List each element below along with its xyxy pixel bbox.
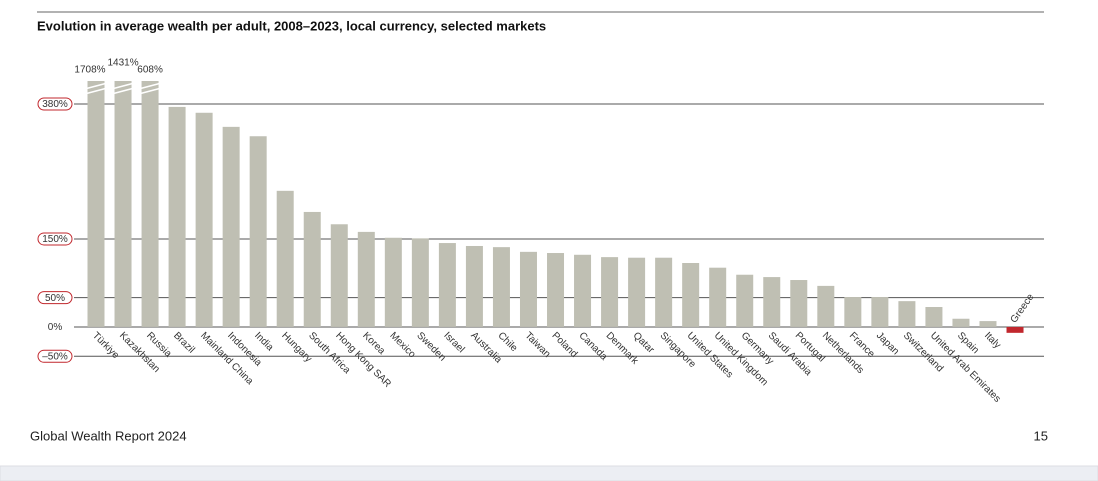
chart-title: Evolution in average wealth per adult, 2…: [37, 18, 546, 33]
bar: [952, 318, 970, 327]
axis-break: [140, 87, 160, 95]
y-tick-label: 0%: [48, 322, 63, 333]
bar: [628, 257, 646, 327]
bar: [249, 136, 267, 327]
page-number: 15: [1034, 428, 1048, 443]
data-label: 608%: [137, 65, 163, 76]
bar: [141, 81, 159, 327]
data-label: 1431%: [107, 58, 138, 69]
bar: [168, 106, 186, 327]
axis-break: [86, 82, 106, 90]
bar: [303, 211, 321, 327]
axis-break: [113, 87, 133, 95]
bar: [276, 190, 294, 327]
bar: [195, 112, 213, 327]
x-tick-label: India: [252, 330, 275, 353]
bar: [925, 307, 943, 327]
bar: [601, 257, 619, 327]
bar: [1006, 326, 1024, 333]
tick-label-box: [37, 349, 73, 363]
x-tick-label: Greece: [1009, 292, 1037, 326]
y-tick-label: 50%: [45, 293, 65, 304]
bar: [871, 297, 889, 327]
bar: [655, 257, 673, 327]
bottom-band: [0, 465, 1098, 481]
bar: [547, 253, 565, 327]
y-tick-label: 380%: [42, 99, 68, 110]
x-tick-label: Canada: [577, 330, 610, 363]
bar: [763, 277, 781, 327]
x-tick-label: Taiwan: [522, 330, 552, 360]
bar: [709, 267, 727, 327]
x-tick-label: Poland: [550, 330, 580, 360]
axis-break: [140, 82, 160, 90]
bar: [898, 301, 916, 327]
bar: [87, 81, 105, 327]
bar: [790, 280, 808, 327]
x-tick-label: Israel: [441, 330, 466, 355]
bar: [492, 247, 510, 327]
tick-label-box: [37, 232, 73, 246]
bar: [114, 81, 132, 327]
bar: [438, 243, 456, 327]
axis-break: [113, 82, 133, 90]
bar: [411, 238, 429, 327]
data-label: 1708%: [74, 65, 105, 76]
bar: [736, 274, 754, 327]
axis-break: [86, 87, 106, 95]
tick-label-box: [37, 291, 73, 305]
footer-source: Global Wealth Report 2024: [30, 428, 187, 443]
y-tick-label: –50%: [42, 351, 68, 362]
bar: [357, 231, 375, 327]
bars: [87, 81, 1024, 333]
x-tick-label: Japan: [874, 330, 901, 357]
bar: [817, 285, 835, 327]
x-tick-label: Brazil: [171, 330, 196, 355]
bar: [682, 262, 700, 327]
x-tick-label: Chile: [495, 330, 519, 354]
bar: [222, 126, 240, 327]
bar: [844, 297, 862, 327]
bar: [979, 321, 997, 327]
x-tick-label: Italy: [982, 330, 1003, 351]
x-tick-label: Sweden: [414, 330, 447, 363]
y-tick-label: 150%: [42, 234, 68, 245]
bar: [519, 251, 537, 327]
bar: [574, 254, 592, 327]
bar: [330, 224, 348, 327]
bar: [465, 245, 483, 327]
bar: [384, 237, 402, 327]
tick-label-box: [37, 97, 73, 111]
